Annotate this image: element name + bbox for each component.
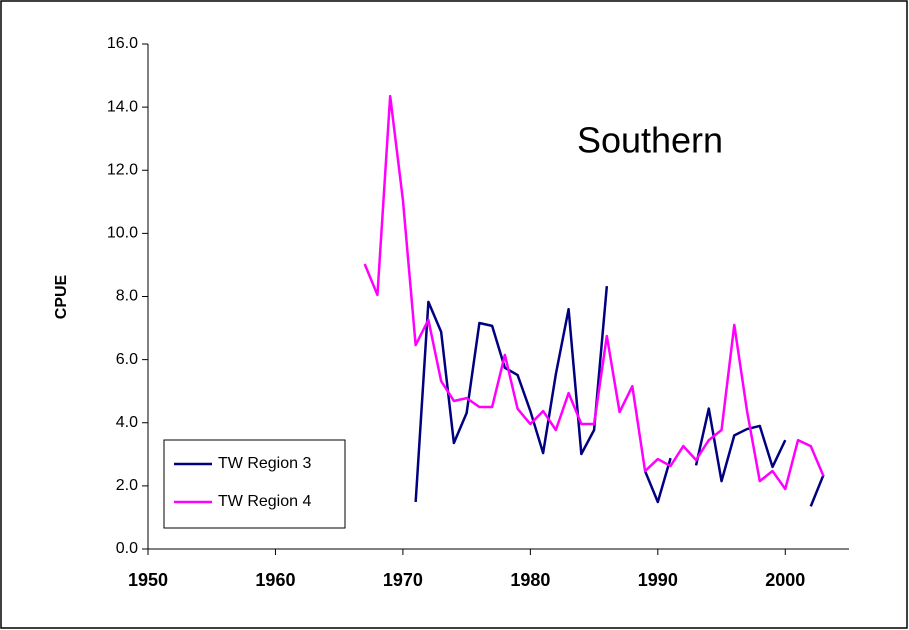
x-tick-label: 1990 bbox=[638, 570, 678, 590]
y-tick-label: 14.0 bbox=[107, 98, 138, 115]
x-tick-label: 1950 bbox=[128, 570, 168, 590]
y-tick-label: 4.0 bbox=[116, 414, 138, 431]
y-tick-label: 16.0 bbox=[107, 35, 138, 52]
x-tick-label: 1970 bbox=[383, 570, 423, 590]
series-line bbox=[363, 94, 825, 491]
y-tick-label: 6.0 bbox=[116, 351, 138, 368]
series-line bbox=[414, 285, 825, 507]
x-tick-label: 1960 bbox=[255, 570, 295, 590]
legend-box bbox=[163, 439, 346, 529]
y-tick-label: 10.0 bbox=[107, 225, 138, 242]
y-tick-label: 12.0 bbox=[107, 161, 138, 178]
y-tick-label: 2.0 bbox=[116, 477, 138, 494]
legend-label: TW Region 4 bbox=[218, 493, 311, 510]
x-tick-label: 2000 bbox=[765, 570, 805, 590]
y-tick-label: 8.0 bbox=[116, 288, 138, 305]
y-tick-label: 0.0 bbox=[116, 540, 138, 557]
x-tick-label: 1980 bbox=[510, 570, 550, 590]
y-axis-label: CPUE bbox=[53, 274, 70, 319]
annotation: Southern bbox=[577, 120, 723, 161]
legend-label: TW Region 3 bbox=[218, 455, 311, 472]
